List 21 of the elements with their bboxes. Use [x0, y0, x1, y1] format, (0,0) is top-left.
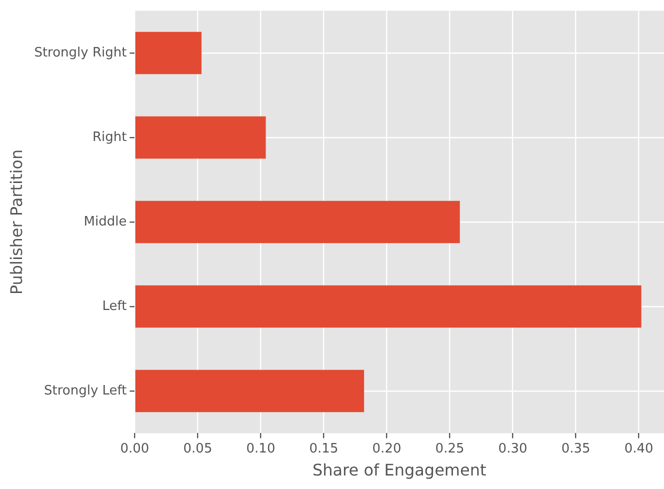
x-axis-title: Share of Engagement	[312, 460, 486, 480]
x-tick-label: 0.30	[498, 441, 528, 456]
x-tick-label: 0.15	[309, 441, 338, 456]
x-tick-label: 0.25	[435, 441, 464, 456]
bar	[135, 200, 460, 244]
y-tick-label: Left	[102, 298, 127, 314]
bar	[135, 116, 266, 159]
y-tick-label: Strongly Right	[34, 45, 127, 60]
x-tick-label: 0.35	[561, 441, 590, 456]
y-tick-label: Strongly Left	[44, 383, 127, 398]
y-tick-label: Middle	[84, 214, 127, 230]
y-tick-label: Right	[92, 130, 127, 145]
bar	[135, 32, 202, 74]
bar	[135, 285, 642, 328]
x-tick-label: 0.00	[120, 441, 150, 456]
x-tick-label: 0.20	[372, 441, 402, 456]
x-tick-label: 0.05	[183, 441, 212, 456]
x-tick-label: 0.10	[246, 441, 276, 456]
x-tick-label: 0.40	[624, 441, 654, 456]
y-axis-title: Publisher Partition	[6, 149, 26, 295]
bar	[135, 370, 364, 412]
